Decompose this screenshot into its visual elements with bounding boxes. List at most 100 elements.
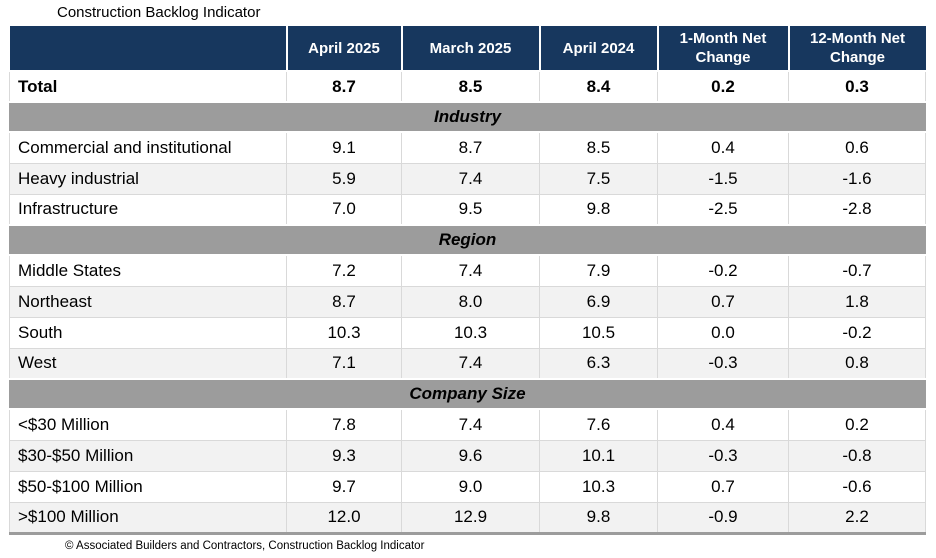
- cell-value: 9.6: [401, 439, 540, 472]
- section-header-region: Region: [9, 224, 926, 256]
- row-label-100-million: >$100 Million: [9, 501, 287, 534]
- table-row-30-50-million: $30-$50 Million 9.3 9.6 10.1 -0.3 -0.8: [9, 439, 926, 472]
- table-row-100-million: >$100 Million 12.0 12.9 9.8 -0.9 2.2: [9, 501, 926, 534]
- row-label-50-100-million: $50-$100 Million: [9, 470, 287, 503]
- cell-value: 10.3: [539, 470, 658, 503]
- row-label-west: West: [9, 347, 287, 380]
- cell-value: 8.4: [539, 70, 658, 103]
- cell-value: 7.9: [539, 254, 658, 287]
- section-header-industry: Industry: [9, 101, 926, 133]
- cell-value: 8.7: [286, 70, 402, 103]
- footer-source: © Associated Builders and Contractors, C…: [65, 539, 425, 552]
- table-header: April 2025 March 2025 April 2024 1-Month…: [9, 26, 926, 72]
- section-header-company-size: Company Size: [9, 378, 926, 410]
- column-header-april-2024: April 2024: [538, 26, 658, 72]
- cell-value: 0.6: [788, 131, 926, 164]
- cell-value: 1.8: [788, 285, 926, 318]
- row-label-30-million: <$30 Million: [9, 408, 287, 441]
- column-header-12-month-net: 12-Month Net Change: [787, 26, 926, 72]
- table-row-30-million: <$30 Million 7.8 7.4 7.6 0.4 0.2: [9, 408, 926, 441]
- table-row-heavy-industrial: Heavy industrial 5.9 7.4 7.5 -1.5 -1.6: [9, 162, 926, 195]
- column-header-blank: [9, 26, 287, 72]
- cell-value: 0.7: [657, 285, 789, 318]
- section-band-industry: Industry: [9, 101, 926, 133]
- cell-value: -0.2: [788, 316, 926, 349]
- cell-value: 0.3: [788, 70, 926, 103]
- column-header-march-2025: March 2025: [400, 26, 540, 72]
- cell-value: 7.5: [539, 162, 658, 195]
- table-row-50-100-million: $50-$100 Million 9.7 9.0 10.3 0.7 -0.6: [9, 470, 926, 503]
- cell-value: 0.2: [788, 408, 926, 441]
- cell-value: 0.0: [657, 316, 789, 349]
- cell-value: -1.6: [788, 162, 926, 195]
- table-row-middle-states: Middle States 7.2 7.4 7.9 -0.2 -0.7: [9, 254, 926, 287]
- table-row-total: Total 8.7 8.5 8.4 0.2 0.3: [9, 70, 926, 103]
- cell-value: 10.1: [539, 439, 658, 472]
- cell-value: 8.0: [401, 285, 540, 318]
- row-label-commercial-and-institutional: Commercial and institutional: [9, 131, 287, 164]
- cell-value: 5.9: [286, 162, 402, 195]
- cell-value: 6.9: [539, 285, 658, 318]
- cell-value: -1.5: [657, 162, 789, 195]
- section-band-company-size: Company Size: [9, 378, 926, 410]
- cell-value: 8.7: [286, 285, 402, 318]
- cell-value: 0.8: [788, 347, 926, 380]
- table-row-infrastructure: Infrastructure 7.0 9.5 9.8 -2.5 -2.8: [9, 193, 926, 226]
- cell-value: -0.7: [788, 254, 926, 287]
- table-row-northeast: Northeast 8.7 8.0 6.9 0.7 1.8: [9, 285, 926, 318]
- cell-value: 12.9: [401, 501, 540, 534]
- cell-value: 7.6: [539, 408, 658, 441]
- cell-value: -0.3: [657, 439, 789, 472]
- cell-value: 9.8: [539, 193, 658, 226]
- section-band-region: Region: [9, 224, 926, 256]
- page: Construction Backlog Indicator April 202…: [0, 3, 936, 558]
- cell-value: 10.3: [286, 316, 402, 349]
- cell-value: -0.2: [657, 254, 789, 287]
- column-header-april-2025: April 2025: [285, 26, 402, 72]
- cell-value: 2.2: [788, 501, 926, 534]
- cell-value: 9.7: [286, 470, 402, 503]
- row-label-heavy-industrial: Heavy industrial: [9, 162, 287, 195]
- cell-value: 0.2: [657, 70, 789, 103]
- cell-value: -2.5: [657, 193, 789, 226]
- row-label-middle-states: Middle States: [9, 254, 287, 287]
- cell-value: -0.3: [657, 347, 789, 380]
- cell-value: 12.0: [286, 501, 402, 534]
- table-body: Total 8.7 8.5 8.4 0.2 0.3 Industry Commercial a…: [9, 70, 926, 534]
- cell-value: 8.5: [539, 131, 658, 164]
- cell-value: 0.7: [657, 470, 789, 503]
- row-label-south: South: [9, 316, 287, 349]
- cell-value: 6.3: [539, 347, 658, 380]
- cell-value: 7.4: [401, 162, 540, 195]
- cell-value: 7.1: [286, 347, 402, 380]
- cell-value: 7.4: [401, 254, 540, 287]
- row-label-total: Total: [9, 70, 287, 103]
- cell-value: -0.9: [657, 501, 789, 534]
- cell-value: 8.5: [401, 70, 540, 103]
- cell-value: 7.4: [401, 347, 540, 380]
- row-label-northeast: Northeast: [9, 285, 287, 318]
- page-title: Construction Backlog Indicator: [57, 4, 261, 21]
- cell-value: -0.6: [788, 470, 926, 503]
- cell-value: 9.8: [539, 501, 658, 534]
- table-row-south: South 10.3 10.3 10.5 0.0 -0.2: [9, 316, 926, 349]
- cell-value: 9.5: [401, 193, 540, 226]
- cell-value: 7.8: [286, 408, 402, 441]
- cell-value: 0.4: [657, 408, 789, 441]
- cell-value: 10.3: [401, 316, 540, 349]
- cell-value: 10.5: [539, 316, 658, 349]
- cell-value: 9.3: [286, 439, 402, 472]
- table-row-west: West 7.1 7.4 6.3 -0.3 0.8: [9, 347, 926, 380]
- table-row-commercial-and-institutional: Commercial and institutional 9.1 8.7 8.5 0.4…: [9, 131, 926, 164]
- cell-value: 7.0: [286, 193, 402, 226]
- row-label-30-50-million: $30-$50 Million: [9, 439, 287, 472]
- cell-value: 7.4: [401, 408, 540, 441]
- cell-value: -0.8: [788, 439, 926, 472]
- row-label-infrastructure: Infrastructure: [9, 193, 287, 226]
- header-row: April 2025 March 2025 April 2024 1-Month…: [9, 26, 926, 72]
- backlog-table: April 2025 March 2025 April 2024 1-Month…: [9, 26, 926, 535]
- cell-value: 9.0: [401, 470, 540, 503]
- cell-value: 0.4: [657, 131, 789, 164]
- column-header-1-month-net: 1-Month Net Change: [656, 26, 789, 72]
- cell-value: 9.1: [286, 131, 402, 164]
